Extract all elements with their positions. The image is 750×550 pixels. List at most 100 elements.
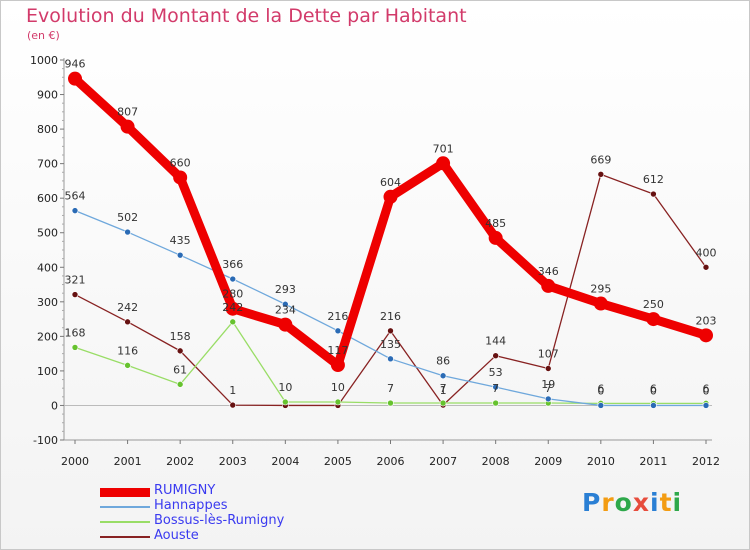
data-label-hannappes: 135 (380, 338, 401, 351)
data-label-bossus-l-s-rumigny: 10 (331, 381, 345, 394)
data-point-rumigny (541, 278, 556, 293)
data-label-aouste: 216 (380, 310, 401, 323)
data-point-hannappes (439, 372, 447, 380)
data-label-hannappes: 86 (436, 355, 450, 368)
x-tick-label: 2003 (219, 455, 247, 468)
data-label-rumigny: 280 (222, 288, 243, 301)
data-label-hannappes: 0 (650, 384, 657, 397)
data-labels-layer: 9468076602802341176047014853462952502035… (65, 58, 717, 398)
data-point-rumigny (68, 71, 82, 86)
logo-letter: t (659, 488, 673, 517)
legend-swatch (100, 536, 150, 538)
data-point-hannappes (702, 402, 710, 409)
x-tick-label: 2000 (61, 455, 89, 468)
data-label-hannappes: 435 (170, 234, 191, 247)
data-point-hannappes (387, 355, 394, 363)
data-label-aouste: 612 (643, 173, 664, 186)
data-point-bossus-l-s-rumigny (439, 399, 447, 407)
series-layer (68, 71, 713, 409)
data-point-hannappes (124, 228, 131, 236)
data-point-rumigny (330, 358, 345, 373)
data-label-bossus-l-s-rumigny: 7 (545, 382, 552, 395)
data-label-rumigny: 946 (65, 58, 86, 71)
data-label-hannappes: 564 (65, 190, 86, 203)
x-tick-label: 2009 (534, 455, 562, 468)
legend-label: RUMIGNY (154, 483, 216, 498)
logo-letter: P (582, 488, 602, 517)
data-point-rumigny (383, 189, 398, 204)
y-tick-label: 300 (37, 296, 58, 309)
data-label-aouste: 1 (440, 384, 447, 397)
legend-swatch (100, 506, 150, 508)
data-label-bossus-l-s-rumigny: 168 (65, 326, 86, 339)
legend-swatch (100, 487, 150, 497)
y-tick-label: 0 (51, 399, 58, 412)
data-point-rumigny (173, 170, 188, 185)
data-label-bossus-l-s-rumigny: 116 (117, 344, 138, 357)
data-point-aouste (650, 190, 657, 198)
data-point-hannappes (544, 395, 552, 403)
y-tick-label: 500 (37, 227, 58, 240)
data-point-bossus-l-s-rumigny (124, 362, 131, 369)
x-tick-label: 2008 (482, 455, 510, 468)
data-point-aouste (544, 365, 552, 372)
axes: -100010020030040050060070080090010002000… (30, 54, 720, 468)
data-label-bossus-l-s-rumigny: 6 (650, 382, 657, 395)
y-tick-label: 400 (37, 261, 58, 274)
data-point-rumigny (593, 296, 608, 311)
data-point-aouste (702, 263, 710, 271)
data-label-rumigny: 295 (590, 283, 611, 296)
legend-label: Bossus-lès-Rumigny (154, 513, 285, 528)
data-label-hannappes: 366 (222, 258, 243, 271)
data-point-hannappes (176, 251, 184, 259)
legend-label: Aouste (154, 528, 199, 543)
data-point-bossus-l-s-rumigny (229, 318, 237, 326)
data-label-rumigny: 203 (696, 314, 717, 327)
data-label-bossus-l-s-rumigny: 10 (278, 381, 292, 394)
data-point-rumigny (699, 328, 713, 343)
data-point-aouste (71, 291, 79, 298)
data-label-aouste: 669 (590, 153, 611, 166)
data-point-hannappes (334, 327, 342, 335)
data-label-hannappes: 53 (489, 366, 503, 379)
data-point-hannappes (597, 402, 605, 409)
logo-letter: i (650, 488, 660, 517)
data-label-aouste: 242 (117, 301, 138, 314)
data-point-bossus-l-s-rumigny (334, 398, 342, 406)
data-label-hannappes: 293 (275, 283, 296, 296)
x-tick-label: 2007 (429, 455, 457, 468)
data-label-aouste: 107 (538, 347, 559, 360)
data-point-bossus-l-s-rumigny (282, 398, 289, 406)
data-point-bossus-l-s-rumigny (176, 381, 184, 388)
y-tick-label: 900 (37, 89, 58, 102)
data-label-bossus-l-s-rumigny: 6 (597, 382, 604, 395)
logo-letter: r (601, 488, 615, 517)
data-label-rumigny: 660 (170, 156, 191, 169)
data-point-hannappes (492, 383, 499, 391)
y-tick-label: -100 (33, 434, 58, 447)
data-point-aouste (387, 327, 394, 335)
y-tick-label: 600 (37, 192, 58, 205)
data-point-rumigny (488, 230, 503, 245)
x-tick-label: 2012 (692, 455, 720, 468)
y-tick-label: 700 (37, 158, 58, 171)
data-label-rumigny: 485 (485, 217, 506, 230)
data-label-bossus-l-s-rumigny: 61 (173, 363, 187, 376)
data-point-rumigny (278, 317, 293, 332)
data-point-aouste (492, 352, 499, 360)
data-point-rumigny (120, 119, 135, 134)
chart-title: Evolution du Montant de la Dette par Hab… (26, 5, 467, 27)
data-label-aouste: 1 (229, 384, 236, 397)
data-label-rumigny: 250 (643, 298, 664, 311)
data-label-bossus-l-s-rumigny: 7 (492, 382, 499, 395)
data-label-aouste: 144 (485, 335, 506, 348)
data-point-bossus-l-s-rumigny (387, 399, 394, 407)
data-point-aouste (124, 318, 131, 326)
logo-letter: o (614, 488, 633, 517)
data-point-rumigny (225, 301, 240, 316)
data-label-bossus-l-s-rumigny: 6 (703, 382, 710, 395)
data-label-rumigny: 234 (275, 304, 296, 317)
data-label-rumigny: 346 (538, 265, 559, 278)
logo-letter: i (672, 488, 683, 517)
y-tick-label: 800 (37, 123, 58, 136)
